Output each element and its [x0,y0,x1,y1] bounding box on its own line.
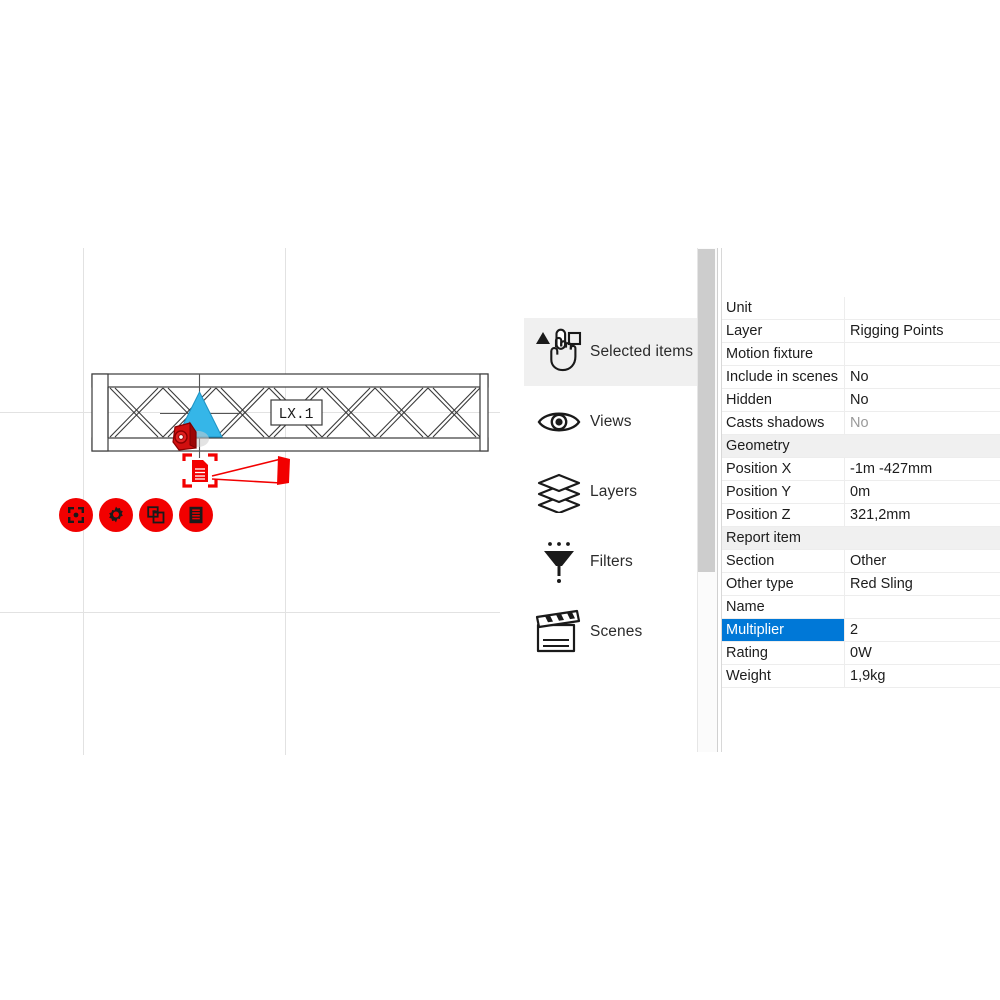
property-value[interactable]: Other [850,553,887,569]
property-key[interactable]: Motion fixture [722,343,845,365]
property-key[interactable]: Multiplier [722,619,845,641]
duplicate-button[interactable] [139,498,173,532]
property-row[interactable]: Multiplier 2 [722,619,1000,642]
properties-table: Unit Layer Rigging Points Motion fixture Inc… [722,297,1000,688]
report-item-leader [211,456,290,485]
sidebar-item-layers[interactable]: Layers [524,458,697,526]
rigging-point-marker-icon [172,421,209,451]
property-value[interactable]: No [850,415,869,431]
property-value[interactable]: No [850,392,869,408]
property-section-header[interactable]: Geometry [722,435,1000,458]
sidebar-item-selected-items[interactable]: Selected items [524,318,697,386]
sidebar-item-label: Layers [590,483,638,500]
gear-icon [109,506,123,523]
property-key[interactable]: Unit [722,297,845,319]
cad-drawing-svg: LX.1 [0,248,500,755]
panel-divider [717,248,718,752]
property-value[interactable]: Red Sling [850,576,913,592]
properties-scrollbar-thumb[interactable] [698,249,715,572]
property-key[interactable]: Geometry [726,438,790,454]
truss-bracing [109,387,481,438]
sidebar-item-views[interactable]: Views [524,388,697,456]
property-value[interactable]: Rigging Points [850,323,944,339]
truss-label-text: LX.1 [279,407,314,423]
property-key[interactable]: Name [722,596,845,618]
sidebar-item-label: Scenes [590,623,643,640]
property-key[interactable]: Other type [722,573,845,595]
property-row[interactable]: Name [722,596,1000,619]
property-key[interactable]: Section [722,550,845,572]
hand-pointer-icon [528,321,590,383]
property-row[interactable]: Casts shadows No [722,412,1000,435]
clapperboard-icon [528,601,590,663]
report-button[interactable] [179,498,213,532]
property-key[interactable]: Position Z [722,504,845,526]
eye-icon [528,391,590,453]
property-value[interactable]: 1,9kg [850,668,886,684]
property-row[interactable]: Unit [722,297,1000,320]
navigation-sidebar: Selected items Views Layers [524,240,697,750]
property-key[interactable]: Position X [722,458,845,480]
property-row[interactable]: Rating 0W [722,642,1000,665]
property-key[interactable]: Weight [722,665,845,687]
property-key[interactable]: Hidden [722,389,845,411]
property-key[interactable]: Rating [722,642,845,664]
property-row[interactable]: Layer Rigging Points [722,320,1000,343]
property-value[interactable]: 2 [850,622,859,638]
copy-icon [147,506,165,524]
property-value[interactable]: 0W [850,645,872,661]
property-key[interactable]: Layer [722,320,845,342]
cad-drawing-canvas[interactable]: LX.1 [0,0,500,1000]
property-section-header[interactable]: Report item [722,527,1000,550]
layers-stack-icon [528,461,590,523]
property-row[interactable]: Section Other [722,550,1000,573]
sidebar-item-label: Selected items [590,343,694,360]
sidebar-item-scenes[interactable]: Scenes [524,598,697,666]
property-row[interactable]: Position Y 0m [722,481,1000,504]
property-row[interactable]: Include in scenes No [722,366,1000,389]
sidebar-item-filters[interactable]: Filters [524,528,697,596]
truss-label: LX.1 [270,399,323,426]
sidebar-item-label: Filters [590,553,633,570]
panel-divider-inner [721,248,722,752]
property-value[interactable]: 0m [850,484,871,500]
property-key[interactable]: Casts shadows [722,412,845,434]
property-key[interactable]: Position Y [722,481,845,503]
property-key[interactable]: Report item [726,530,801,546]
property-value[interactable]: 321,2mm [850,507,911,523]
property-row[interactable]: Position X -1m -427mm [722,458,1000,481]
truss-structure [91,373,489,452]
property-value[interactable]: No [850,369,869,385]
sidebar-item-label: Views [590,413,632,430]
property-row[interactable]: Weight 1,9kg [722,665,1000,688]
focus-frame-icon [68,507,84,523]
list-document-icon [189,506,203,524]
report-item-document-page [192,460,208,482]
properties-button[interactable] [99,498,133,532]
funnel-icon [528,531,590,593]
drawing-action-buttons [59,498,213,532]
report-item-document-icon [182,453,218,488]
property-row[interactable]: Hidden No [722,389,1000,412]
property-row[interactable]: Position Z 321,2mm [722,504,1000,527]
property-row[interactable]: Motion fixture [722,343,1000,366]
focus-fit-button[interactable] [59,498,93,532]
property-value[interactable]: -1m -427mm [850,461,933,477]
property-key[interactable]: Include in scenes [722,366,845,388]
property-row[interactable]: Other type Red Sling [722,573,1000,596]
